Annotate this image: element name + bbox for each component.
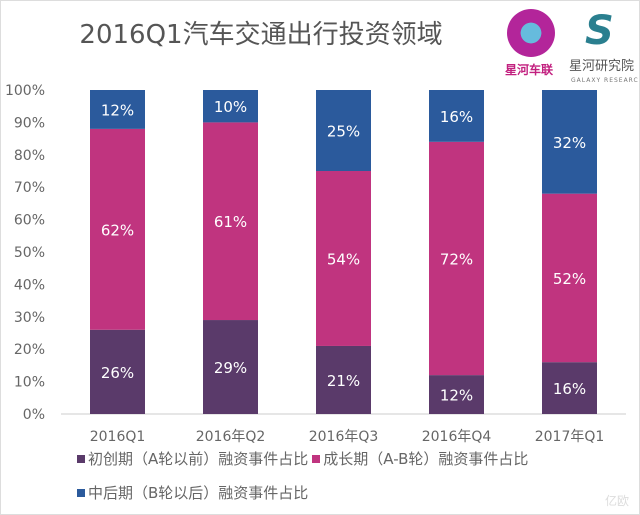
legend-swatch-late <box>77 489 85 497</box>
bar-segment <box>90 329 145 414</box>
y-tick-label: 20% <box>14 342 45 358</box>
logo2-sub: GALAXY RESEARCH <box>571 77 640 84</box>
x-tick-label: 2016年Q4 <box>422 429 492 445</box>
data-label: 12% <box>440 387 473 405</box>
y-tick-label: 30% <box>14 310 45 326</box>
chart-title: 2016Q1汽车交通出行投资领域 <box>79 20 443 50</box>
y-tick-label: 50% <box>14 245 45 261</box>
data-label: 29% <box>214 359 247 377</box>
galaxy-research-logo-icon: S <box>585 8 614 54</box>
bar-segment <box>203 122 258 321</box>
bar-segment <box>203 320 258 414</box>
data-label: 52% <box>553 270 586 288</box>
data-label: 12% <box>101 101 134 119</box>
data-label: 16% <box>553 380 586 398</box>
legend-label-late: 中后期（B轮以后）融资事件占比 <box>88 484 309 502</box>
y-tick-label: 90% <box>14 115 45 131</box>
legend-label-growth: 成长期（A-B轮）融资事件占比 <box>323 450 529 468</box>
y-tick-label: 60% <box>14 213 45 229</box>
data-label: 62% <box>101 221 134 239</box>
bar-segment <box>542 362 597 414</box>
watermark: 亿欧 <box>604 494 629 508</box>
bar-segment <box>316 90 371 171</box>
y-tick-label: 70% <box>14 180 45 196</box>
legend-swatch-growth <box>312 455 321 463</box>
legend-label-seed: 初创期（A轮以前）融资事件占比 <box>88 450 309 468</box>
y-tick-label: 100% <box>5 83 45 99</box>
y-tick-label: 0% <box>23 407 45 423</box>
logo2-text: 星河研究院 <box>569 59 635 74</box>
bar-segment <box>316 171 371 346</box>
bar-segment <box>429 141 484 376</box>
bar-segment <box>429 90 484 142</box>
legend-row-1: 初创期（A轮以前）融资事件占比 成长期（A-B轮）融资事件占比 <box>77 449 528 469</box>
x-tick-label: 2016Q1 <box>90 429 146 445</box>
data-label: 54% <box>327 250 360 268</box>
bar-segment <box>316 345 371 414</box>
xinghe-chelian-logo-icon <box>507 9 555 57</box>
y-tick-label: 10% <box>14 375 45 391</box>
data-label: 25% <box>327 123 360 141</box>
bar-segment <box>542 90 597 194</box>
bar-segment <box>90 128 145 330</box>
x-tick-label: 2016年Q2 <box>196 429 266 445</box>
y-tick-label: 40% <box>14 277 45 293</box>
bar-segment <box>90 90 145 129</box>
data-label: 21% <box>327 372 360 390</box>
data-label: 26% <box>101 364 134 382</box>
data-label: 32% <box>553 134 586 152</box>
legend-row-2: 中后期（B轮以后）融资事件占比 <box>77 483 308 503</box>
y-tick-label: 80% <box>14 148 45 164</box>
data-label: 72% <box>440 250 473 268</box>
bar-segment <box>542 193 597 363</box>
bar-segment <box>429 375 484 414</box>
bar-segment <box>203 90 258 123</box>
data-label: 61% <box>214 213 247 231</box>
x-tick-label: 2016年Q3 <box>309 429 379 445</box>
logo1-text: 星河车联 <box>505 63 554 77</box>
legend-swatch-seed <box>77 455 85 463</box>
data-label: 10% <box>214 98 247 116</box>
x-tick-label: 2017年Q1 <box>535 429 605 445</box>
data-label: 16% <box>440 108 473 126</box>
